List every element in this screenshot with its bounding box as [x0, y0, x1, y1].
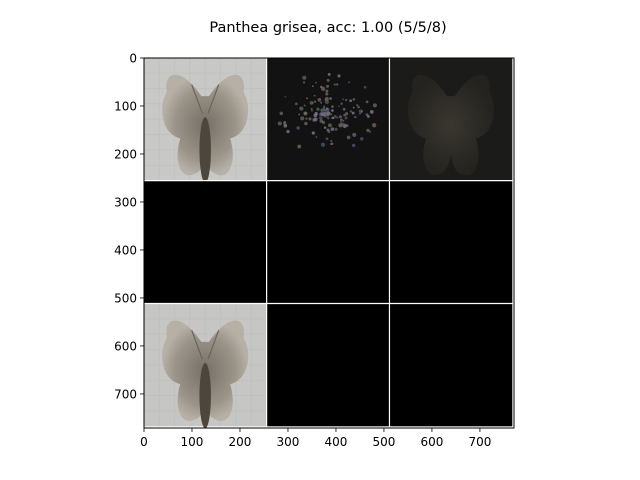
y-axis: 0 100 200 300 400 500 600 700 — [114, 52, 144, 401]
y-tick-label: 600 — [114, 339, 137, 353]
axes-frame — [143, 57, 515, 429]
tile-1-1 — [266, 180, 390, 304]
y-tick-label: 0 — [129, 52, 137, 66]
x-tick-label: 700 — [468, 435, 491, 449]
tile-2-0 — [143, 303, 267, 429]
plot-area — [143, 57, 515, 429]
y-tick-label: 200 — [114, 147, 137, 161]
tile-2-2 — [389, 303, 513, 427]
x-tick-label: 0 — [140, 435, 148, 449]
x-tick-label: 100 — [181, 435, 204, 449]
y-tick-label: 400 — [114, 243, 137, 257]
chart-title: Panthea grisea, acc: 1.00 (5/5/8) — [209, 20, 446, 36]
x-tick-label: 200 — [229, 435, 252, 449]
tile-0-2 — [389, 57, 513, 181]
x-tick-label: 400 — [325, 435, 348, 449]
y-tick-label: 100 — [114, 99, 137, 113]
tile-1-2 — [389, 180, 513, 304]
tile-1-0 — [143, 180, 267, 304]
tile-0-1 — [266, 57, 390, 181]
tile-0-0 — [143, 57, 267, 184]
tile-2-1 — [266, 303, 390, 427]
x-axis: 0 100 200 300 400 500 600 700 — [140, 428, 491, 449]
y-tick-label: 500 — [114, 291, 137, 305]
x-tick-label: 500 — [372, 435, 395, 449]
y-tick-label: 300 — [114, 195, 137, 209]
y-tick-label: 700 — [114, 387, 137, 401]
x-tick-label: 600 — [420, 435, 443, 449]
x-tick-label: 300 — [277, 435, 300, 449]
